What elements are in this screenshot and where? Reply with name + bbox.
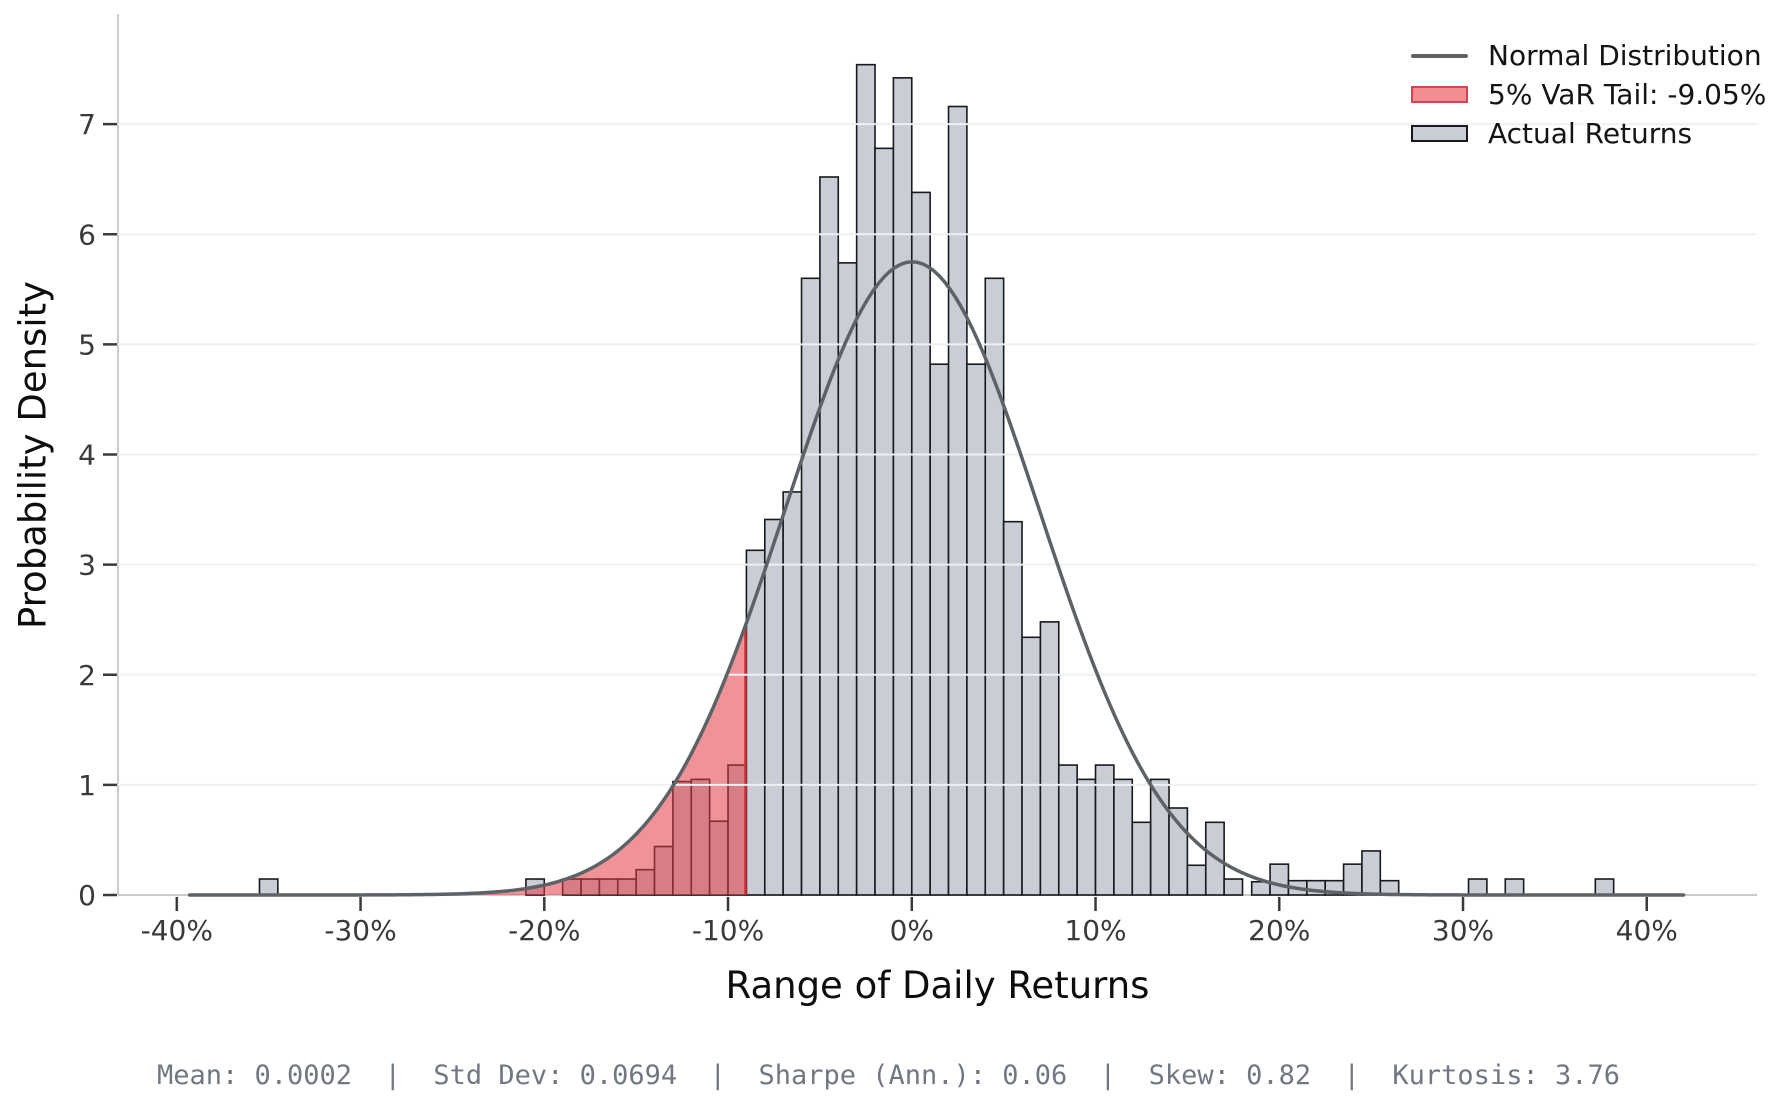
histogram-bar	[1039, 621, 1060, 896]
histogram-bar	[1269, 863, 1290, 896]
legend: Normal Distribution 5% VaR Tail: -9.05% …	[1411, 36, 1766, 153]
y-tick-label: 3	[78, 549, 96, 582]
x-tick-label: 30%	[1432, 914, 1494, 947]
x-tick-label: -40%	[141, 914, 213, 947]
histogram-bar	[1223, 878, 1244, 896]
gridlines	[118, 123, 1757, 786]
normal-curve-line	[187, 260, 1686, 897]
histogram-bar	[782, 491, 803, 896]
histogram-bar	[855, 63, 876, 896]
histogram-bar	[1002, 520, 1023, 896]
histogram-bar	[1504, 878, 1525, 896]
legend-label: 5% VaR Tail: -9.05%	[1488, 78, 1767, 111]
y-tick-label: 2	[78, 659, 96, 692]
histogram-bar	[258, 878, 279, 896]
legend-item-var-tail: 5% VaR Tail: -9.05%	[1411, 75, 1766, 114]
histogram-bar	[763, 518, 784, 896]
histogram-bar	[1342, 863, 1363, 896]
x-tick-label: 0%	[890, 914, 934, 947]
histogram-bar	[1131, 821, 1152, 896]
histogram-bar	[1594, 878, 1615, 896]
var-tail-region	[189, 625, 747, 895]
histogram-bar	[1250, 880, 1271, 896]
y-tick-label: 7	[78, 108, 96, 141]
normal-curve-swatch-icon	[1411, 53, 1468, 58]
histogram-bar	[1076, 778, 1097, 896]
legend-item-normal-distribution: Normal Distribution	[1411, 36, 1766, 75]
histogram-bar	[800, 277, 821, 896]
histogram-bar	[1186, 864, 1207, 896]
histogram-bar	[1361, 850, 1382, 896]
x-tick-label: -20%	[508, 914, 580, 947]
histogram-bar	[874, 147, 895, 896]
legend-item-actual-returns: Actual Returns	[1411, 114, 1766, 153]
x-tick-label: -10%	[692, 914, 764, 947]
histogram-bar	[837, 262, 858, 896]
histogram-bar	[819, 176, 840, 896]
legend-label: Normal Distribution	[1488, 39, 1762, 72]
histogram-bar	[929, 363, 950, 896]
histogram-bar	[892, 77, 913, 896]
histogram-bar	[1021, 636, 1042, 896]
y-tick-label: 6	[78, 218, 96, 251]
x-axis-title: Range of Daily Returns	[725, 964, 1150, 1007]
axis-ticks	[103, 122, 1649, 911]
legend-label: Actual Returns	[1488, 117, 1693, 150]
actual-returns-swatch-icon	[1411, 125, 1468, 142]
histogram-bar	[966, 363, 987, 896]
y-tick-label: 0	[78, 879, 96, 912]
y-tick-label: 1	[78, 769, 96, 802]
x-tick-label: 10%	[1064, 914, 1126, 947]
histogram-bars	[258, 63, 1615, 896]
y-tick-label: 5	[78, 328, 96, 361]
histogram-bar	[1113, 778, 1134, 896]
histogram-bar	[984, 277, 1005, 896]
x-tick-label: -30%	[324, 914, 396, 947]
y-tick-label: 4	[78, 439, 96, 472]
y-tick-labels: 0 1 2 3 4 5 6 7	[78, 108, 96, 912]
x-tick-labels: -40% -30% -20% -10% 0% 10% 20% 30% 40%	[141, 914, 1678, 947]
var-tail-swatch-icon	[1411, 86, 1468, 103]
summary-stats-line: Mean: 0.0002 | Std Dev: 0.0694 | Sharpe …	[157, 1060, 1620, 1091]
histogram-bar	[1467, 878, 1488, 896]
x-tick-label: 40%	[1616, 914, 1678, 947]
y-axis-title: Probability Density	[11, 280, 55, 630]
var-tail-fill	[189, 625, 746, 895]
normal-curve	[187, 260, 1686, 897]
histogram-bar	[910, 191, 931, 896]
histogram-bar	[947, 105, 968, 896]
x-tick-label: 20%	[1248, 914, 1310, 947]
